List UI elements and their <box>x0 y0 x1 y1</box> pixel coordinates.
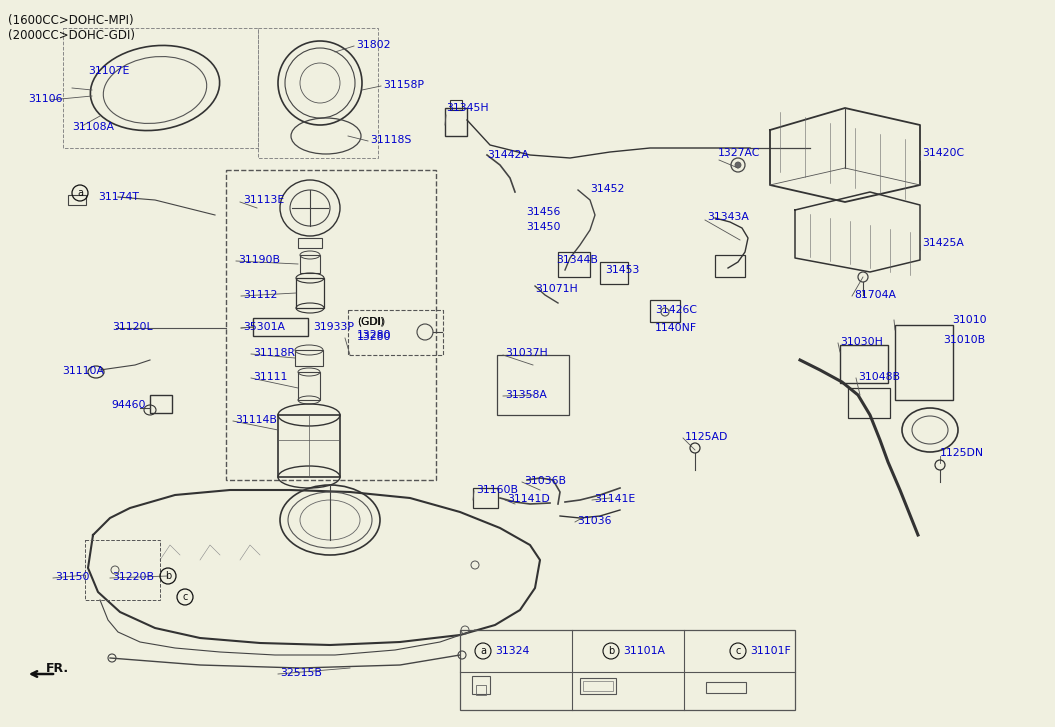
Text: 31344B: 31344B <box>556 255 598 265</box>
Text: 31048B: 31048B <box>858 372 900 382</box>
Text: 31037H: 31037H <box>505 348 548 358</box>
Text: (GDI): (GDI) <box>357 316 384 326</box>
Text: (GDI): (GDI) <box>357 317 385 327</box>
Text: c: c <box>735 646 741 656</box>
Text: 31010: 31010 <box>952 315 986 325</box>
Text: 31453: 31453 <box>605 265 639 275</box>
Bar <box>583 681 613 691</box>
Bar <box>558 252 590 277</box>
Text: a: a <box>480 646 486 656</box>
Text: 31174T: 31174T <box>98 192 139 202</box>
Text: 31110A: 31110A <box>62 366 104 376</box>
Text: 31036B: 31036B <box>524 476 565 486</box>
Text: 31160B: 31160B <box>476 485 518 495</box>
Text: 31933P: 31933P <box>313 322 354 332</box>
Bar <box>476 685 486 695</box>
Text: b: b <box>608 646 614 656</box>
Text: 31036: 31036 <box>577 516 612 526</box>
Text: 31111: 31111 <box>253 372 287 382</box>
Text: 1327AC: 1327AC <box>718 148 761 158</box>
Text: 31425A: 31425A <box>922 238 964 248</box>
Text: 31420C: 31420C <box>922 148 964 158</box>
Text: 31343A: 31343A <box>707 212 749 222</box>
Text: 31114B: 31114B <box>235 415 276 425</box>
Bar <box>226 170 436 480</box>
Text: 31112: 31112 <box>243 290 277 300</box>
Bar <box>450 100 462 110</box>
Bar <box>150 395 172 413</box>
Text: 31442A: 31442A <box>487 150 529 160</box>
Bar <box>706 682 746 693</box>
Text: a: a <box>77 188 83 198</box>
Bar <box>85 540 160 600</box>
Text: 13280: 13280 <box>357 332 391 342</box>
Bar <box>650 300 680 322</box>
Bar <box>296 278 324 308</box>
Text: 31150: 31150 <box>55 572 90 582</box>
Text: 1140NF: 1140NF <box>655 323 697 333</box>
Bar <box>840 345 888 383</box>
Bar <box>460 630 795 710</box>
Bar <box>600 262 628 284</box>
Bar <box>279 415 340 477</box>
Bar <box>258 28 378 158</box>
Bar <box>497 355 569 415</box>
Text: 31190B: 31190B <box>238 255 280 265</box>
Text: 31101A: 31101A <box>624 646 665 656</box>
Text: 32515B: 32515B <box>280 668 322 678</box>
Text: 31101F: 31101F <box>750 646 791 656</box>
Bar <box>445 108 467 136</box>
Text: 81704A: 81704A <box>853 290 896 300</box>
Bar <box>253 318 308 336</box>
Circle shape <box>735 162 741 168</box>
Text: FR.: FR. <box>46 662 70 675</box>
Text: 31141E: 31141E <box>594 494 635 504</box>
Bar <box>895 325 953 400</box>
Text: (1600CC>DOHC-MPI)
(2000CC>DOHC-GDI): (1600CC>DOHC-MPI) (2000CC>DOHC-GDI) <box>8 14 135 42</box>
Bar <box>300 255 320 273</box>
Bar <box>298 372 320 400</box>
Text: 31106: 31106 <box>28 94 62 104</box>
Bar <box>472 676 490 694</box>
Bar <box>63 28 258 148</box>
Text: 35301A: 35301A <box>243 322 285 332</box>
Text: b: b <box>165 571 171 581</box>
Bar <box>580 678 616 694</box>
Text: 31030H: 31030H <box>840 337 883 347</box>
Bar <box>848 388 890 418</box>
Text: 31118S: 31118S <box>370 135 411 145</box>
Text: 31324: 31324 <box>495 646 530 656</box>
Text: 31450: 31450 <box>526 222 560 232</box>
Text: 31120L: 31120L <box>112 322 153 332</box>
Text: 31108A: 31108A <box>72 122 114 132</box>
Text: 31345H: 31345H <box>446 103 488 113</box>
Text: 31220B: 31220B <box>112 572 154 582</box>
Text: 31118R: 31118R <box>253 348 295 358</box>
Text: 31158P: 31158P <box>383 80 424 90</box>
Text: 31107E: 31107E <box>88 66 130 76</box>
Text: 31071H: 31071H <box>535 284 578 294</box>
Bar <box>348 310 443 355</box>
Text: 31802: 31802 <box>356 40 390 50</box>
Text: 1125DN: 1125DN <box>940 448 984 458</box>
Text: c: c <box>183 592 188 602</box>
Text: 31452: 31452 <box>590 184 625 194</box>
Text: 31358A: 31358A <box>505 390 546 400</box>
Bar <box>68 195 87 205</box>
Text: 13280: 13280 <box>357 330 391 340</box>
Text: 31456: 31456 <box>526 207 560 217</box>
Bar <box>295 350 323 366</box>
Text: 31426C: 31426C <box>655 305 697 315</box>
Text: 31141D: 31141D <box>507 494 550 504</box>
Text: 94460: 94460 <box>111 400 146 410</box>
Bar <box>298 238 322 248</box>
Text: 31113E: 31113E <box>243 195 284 205</box>
Bar <box>715 255 745 277</box>
Bar <box>473 488 498 508</box>
Text: 1125AD: 1125AD <box>685 432 728 442</box>
Text: 31010B: 31010B <box>943 335 985 345</box>
